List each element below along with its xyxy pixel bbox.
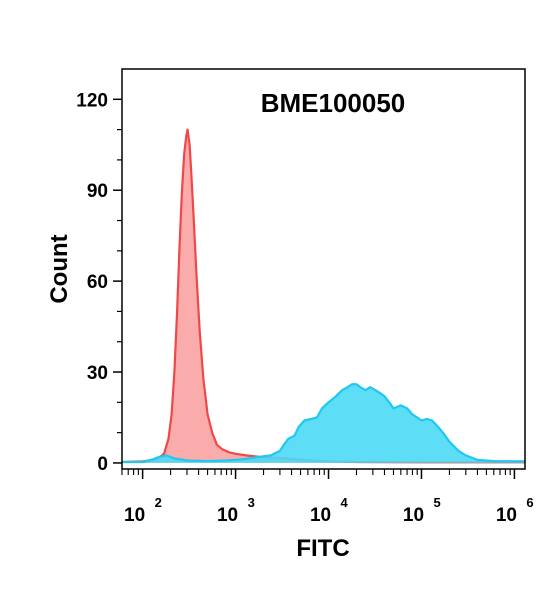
x-tick-exponent: 6 [526,495,533,510]
x-tick-exponent: 5 [433,495,440,510]
y-axis-label: Count [46,234,73,303]
x-tick-label: 10 [496,505,517,526]
series-2-line [122,383,526,464]
x-tick-label: 10 [124,505,145,526]
y-tick-label: 0 [97,454,108,475]
x-tick-exponent: 3 [248,495,255,510]
x-tick-label: 10 [310,505,331,526]
x-axis-label: FITC [296,535,349,562]
y-tick-label: 30 [87,363,108,384]
y-tick-label: 90 [87,181,108,202]
series-layer [121,128,526,464]
x-tick-label: 10 [217,505,238,526]
y-tick-label: 120 [76,90,108,111]
x-tick-exponent: 2 [155,495,162,510]
y-tick-label: 60 [87,272,108,293]
y-axis: 0 30 60 90 120 [76,90,122,475]
series-2-area [122,384,525,463]
chart-title: BME100050 [261,88,406,118]
x-tick-exponent: 4 [341,495,349,510]
x-tick-label: 10 [403,505,424,526]
plot-frame [121,68,526,470]
x-axis: 10 2 10 3 10 4 10 5 10 6 [121,469,534,526]
